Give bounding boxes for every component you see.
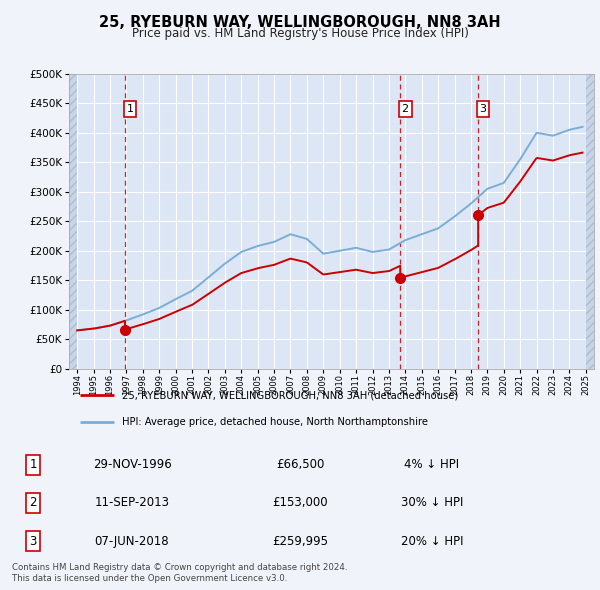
Text: 2: 2 — [401, 104, 409, 114]
Text: 25, RYEBURN WAY, WELLINGBOROUGH, NN8 3AH (detached house): 25, RYEBURN WAY, WELLINGBOROUGH, NN8 3AH… — [121, 390, 458, 400]
Text: £66,500: £66,500 — [276, 458, 324, 471]
Text: Price paid vs. HM Land Registry's House Price Index (HPI): Price paid vs. HM Land Registry's House … — [131, 27, 469, 40]
Text: 30% ↓ HPI: 30% ↓ HPI — [401, 496, 463, 510]
Text: 3: 3 — [29, 535, 37, 548]
Text: 11-SEP-2013: 11-SEP-2013 — [95, 496, 170, 510]
Text: 1: 1 — [127, 104, 133, 114]
Text: 25, RYEBURN WAY, WELLINGBOROUGH, NN8 3AH: 25, RYEBURN WAY, WELLINGBOROUGH, NN8 3AH — [99, 15, 501, 30]
Text: 3: 3 — [479, 104, 487, 114]
Text: 1: 1 — [29, 458, 37, 471]
Text: 07-JUN-2018: 07-JUN-2018 — [95, 535, 169, 548]
Text: £259,995: £259,995 — [272, 535, 328, 548]
Text: £153,000: £153,000 — [272, 496, 328, 510]
Text: 2: 2 — [29, 496, 37, 510]
Text: 20% ↓ HPI: 20% ↓ HPI — [401, 535, 463, 548]
Text: Contains HM Land Registry data © Crown copyright and database right 2024.
This d: Contains HM Land Registry data © Crown c… — [12, 563, 347, 583]
Bar — [69, 74, 77, 369]
Bar — [586, 74, 594, 369]
Text: 29-NOV-1996: 29-NOV-1996 — [92, 458, 172, 471]
Text: HPI: Average price, detached house, North Northamptonshire: HPI: Average price, detached house, Nort… — [121, 417, 427, 427]
Text: 4% ↓ HPI: 4% ↓ HPI — [404, 458, 460, 471]
